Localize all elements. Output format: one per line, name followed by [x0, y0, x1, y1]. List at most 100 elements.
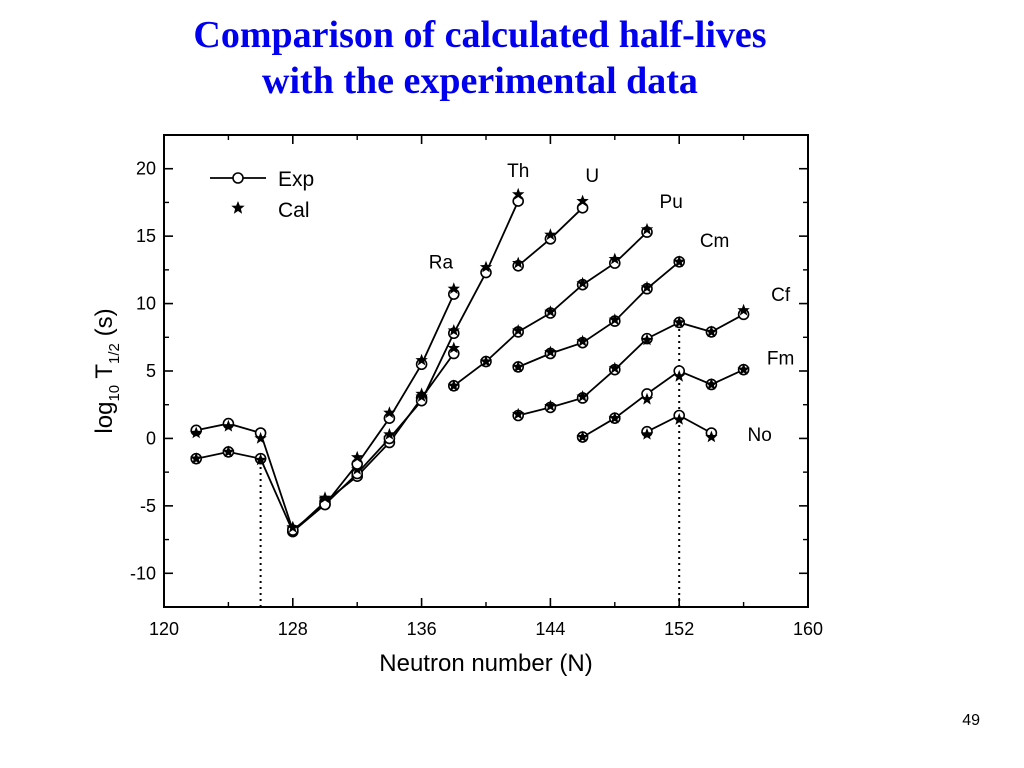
cal-point-cm-0 [512, 407, 525, 420]
series-line-no [196, 422, 294, 531]
series-label-th: Th [507, 161, 529, 182]
cal-point-ra-branch-5 [447, 282, 460, 294]
cal-point-fm-1 [673, 413, 686, 425]
legend: Exp Cal [210, 168, 314, 222]
series-line-ra-branch [292, 293, 455, 531]
x-tick-label-5: 160 [793, 619, 823, 639]
cal-point-cf-0 [576, 430, 589, 443]
legend-cal-marker [231, 201, 245, 214]
cal-point-ra-0 [190, 452, 203, 464]
legend-cal-label: Cal [278, 199, 310, 222]
y-axis-title-mid: T [91, 364, 118, 385]
slide-title: Comparison of calculated half-lives with… [0, 12, 960, 104]
cal-point-ra-branch-2 [351, 450, 364, 463]
series-no [190, 417, 299, 536]
y-tick-label-3: 5 [146, 361, 156, 381]
cal-point-fm-0 [640, 427, 654, 440]
cal-point-ra-branch-0 [286, 520, 299, 533]
series-line-pu [517, 261, 680, 368]
cal-point-ra-1 [222, 445, 235, 458]
series-line-th [292, 200, 520, 533]
series-u-branch [512, 194, 589, 272]
series-cm [512, 303, 750, 422]
x-axis: 120 128 136 144 152 160 [149, 135, 823, 639]
cal-point-cf-1 [608, 411, 621, 424]
cal-point-th-4 [415, 390, 428, 402]
exp-point-th-7 [512, 195, 525, 207]
series-layer [190, 187, 750, 538]
cal-point-cm-5 [673, 316, 686, 328]
cal-point-cm-4 [640, 333, 654, 346]
x-tick-label-0: 120 [149, 619, 179, 639]
y-axis-title-sub1: 10 [106, 385, 123, 402]
cal-point-pu-1 [544, 345, 557, 358]
y-axis-title-sub2: 1/2 [106, 343, 123, 364]
cal-point-pu-0 [512, 360, 525, 373]
cal-point-pu-2 [576, 334, 589, 347]
y-axis: -10 -5 0 5 10 15 20 [130, 159, 808, 583]
slide-title-line-1: Comparison of calculated half-lives [193, 14, 767, 56]
cal-point-u-2 [512, 324, 525, 336]
cal-point-cm-3 [608, 361, 621, 374]
exp-point-ra-branch-2 [351, 458, 364, 470]
series-label-no: No [748, 425, 772, 446]
x-axis-title: Neutron number (N) [379, 650, 592, 677]
legend-exp-label: Exp [278, 168, 314, 191]
cal-point-cf-5 [737, 363, 750, 375]
cal-point-pu-3 [608, 313, 621, 325]
y-axis-title-main: log [91, 402, 118, 434]
cal-point-u-4 [576, 276, 589, 289]
cal-point-pu-5 [673, 255, 686, 267]
cal-point-u-5 [608, 252, 621, 265]
cal-point-no-0 [190, 426, 203, 439]
cal-point-cm-1 [544, 399, 557, 412]
series-label-cf: Cf [771, 285, 791, 306]
plot-frame [163, 134, 809, 608]
y-tick-label-0: -10 [130, 563, 156, 583]
page-number: 49 [962, 712, 980, 729]
exp-point-ra-branch-1 [319, 498, 331, 511]
cal-point-ra-branch-3 [383, 406, 396, 419]
cal-point-cf-4 [705, 378, 718, 390]
cal-point-cm-2 [576, 390, 589, 402]
cal-point-ra-branch-4 [415, 353, 428, 366]
x-tick-label-4: 152 [664, 619, 694, 639]
x-tick-label-3: 144 [535, 619, 565, 639]
cal-point-u-branch-1 [544, 228, 557, 241]
y-tick-label-2: 0 [146, 428, 156, 448]
exp-point-u-branch-2 [576, 202, 589, 214]
cal-point-no-1 [222, 419, 235, 432]
reference-lines [259, 322, 681, 607]
cal-point-cf-3 [673, 369, 686, 382]
cal-point-u-branch-2 [576, 194, 589, 207]
series-pu [512, 255, 686, 373]
series-label-ra: Ra [429, 253, 454, 274]
cal-point-fm-2 [705, 430, 718, 443]
series-label-u: U [585, 166, 599, 187]
y-tick-label-4: 10 [136, 294, 156, 314]
cal-point-ra-8 [447, 341, 460, 354]
cal-point-ra-2 [254, 453, 267, 466]
series-fm [640, 409, 718, 443]
cal-point-th-7 [512, 187, 525, 200]
cal-point-u-6 [640, 222, 654, 235]
cal-point-cm-6 [705, 325, 718, 338]
cal-point-ra-branch-1 [318, 491, 332, 503]
series-label-pu: Pu [660, 192, 683, 213]
cal-point-th-3 [383, 427, 396, 440]
series-cf [576, 363, 750, 443]
x-tick-label-2: 136 [407, 619, 437, 639]
y-axis-title: log10 T1/2 (s) [91, 308, 123, 433]
cal-point-u-3 [544, 305, 557, 317]
x-tick-label-1: 128 [278, 619, 308, 639]
y-tick-label-1: -5 [140, 496, 156, 516]
series-label-cm: Cm [700, 231, 730, 252]
cal-point-cm-7 [737, 303, 750, 316]
y-tick-label-6: 20 [136, 159, 156, 179]
series-u [447, 222, 654, 392]
cal-point-cf-2 [640, 392, 654, 405]
cal-point-u-branch-0 [512, 256, 525, 269]
y-tick-label-5: 15 [136, 226, 156, 246]
cal-point-th-6 [479, 260, 493, 273]
